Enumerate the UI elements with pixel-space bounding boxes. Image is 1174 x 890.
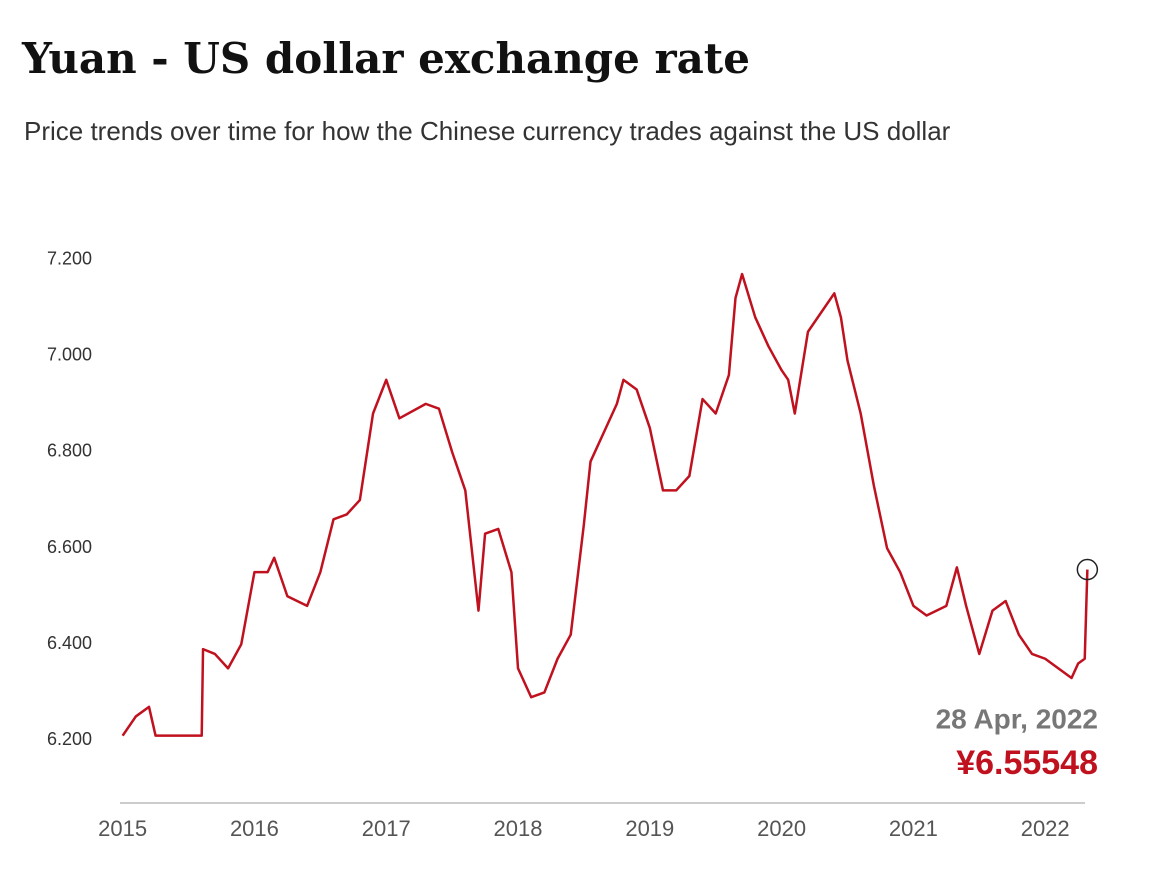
- y-tick-label: 6.400: [47, 633, 92, 653]
- x-tick-label: 2019: [625, 816, 674, 841]
- x-tick-label: 2018: [494, 816, 543, 841]
- y-tick-label: 7.000: [47, 345, 92, 365]
- x-tick-label: 2017: [362, 816, 411, 841]
- x-tick-label: 2020: [757, 816, 806, 841]
- x-tick-label: 2016: [230, 816, 279, 841]
- x-tick-label: 2022: [1021, 816, 1070, 841]
- chart-subtitle: Price trends over time for how the Chine…: [24, 116, 951, 146]
- x-tick-label: 2015: [98, 816, 147, 841]
- y-tick-label: 6.200: [47, 729, 92, 749]
- annotation-value: ¥6.55548: [956, 744, 1098, 782]
- x-tick-label: 2021: [889, 816, 938, 841]
- y-tick-label: 7.200: [47, 248, 92, 268]
- chart-title: Yuan - US dollar exchange rate: [21, 34, 750, 83]
- last-point-marker: [1076, 558, 1099, 581]
- line-series: [121, 272, 1089, 737]
- y-tick-label: 6.600: [47, 537, 92, 557]
- annotation-date: 28 Apr, 2022: [936, 703, 1098, 734]
- y-tick-label: 6.800: [47, 441, 92, 461]
